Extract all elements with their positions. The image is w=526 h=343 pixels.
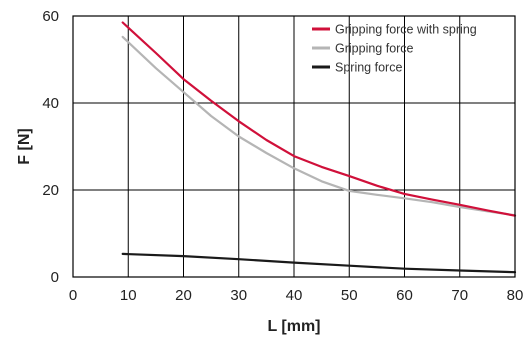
plot-frame bbox=[72, 15, 516, 278]
x-tick-label: 50 bbox=[341, 287, 358, 304]
y-axis-title: F [N] bbox=[16, 128, 33, 164]
series-line-0 bbox=[121, 21, 517, 217]
x-tick-label: 40 bbox=[286, 287, 303, 304]
y-tick-label: 40 bbox=[42, 95, 59, 112]
y-tick-label: 60 bbox=[42, 8, 59, 25]
legend-label: Gripping force with spring bbox=[335, 23, 477, 37]
legend-label: Spring force bbox=[335, 61, 402, 75]
y-tick-label: 20 bbox=[42, 182, 59, 199]
x-tick-label: 80 bbox=[507, 287, 524, 304]
x-tick-label: 20 bbox=[175, 287, 192, 304]
legend: Gripping force with spring Gripping force… bbox=[312, 23, 477, 75]
tick-labels: 0 10 20 30 40 50 60 70 80 0 20 40 60 bbox=[42, 8, 523, 304]
series-layer bbox=[121, 21, 517, 274]
x-axis-title: L [mm] bbox=[267, 318, 320, 335]
series-line-1 bbox=[121, 35, 517, 217]
legend-label: Gripping force bbox=[335, 42, 414, 56]
x-tick-label: 70 bbox=[451, 287, 468, 304]
series-line-2 bbox=[121, 252, 517, 274]
x-tick-label: 10 bbox=[120, 287, 137, 304]
x-tick-label: 0 bbox=[69, 287, 77, 304]
x-tick-label: 30 bbox=[230, 287, 247, 304]
grid bbox=[73, 16, 515, 277]
y-tick-label: 0 bbox=[51, 269, 59, 286]
x-tick-label: 60 bbox=[396, 287, 413, 304]
